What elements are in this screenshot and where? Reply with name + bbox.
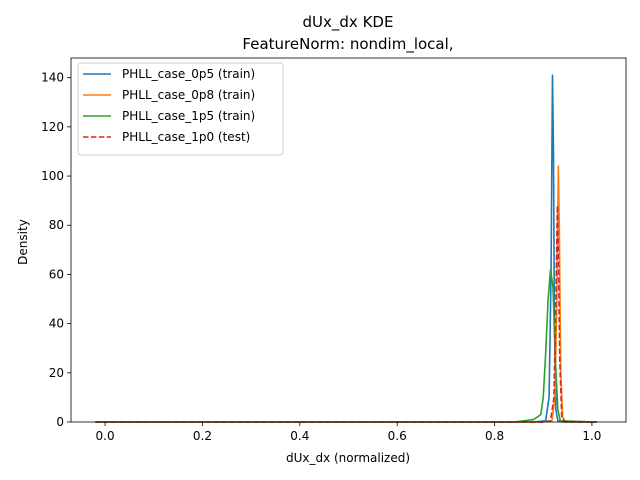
chart-subtitle: FeatureNorm: nondim_local, — [242, 35, 453, 54]
x-tick-label: 0.6 — [388, 429, 407, 443]
legend-box — [77, 62, 284, 156]
y-tick-label: 20 — [49, 366, 64, 380]
legend-label-3: PHLL_case_1p0 (test) — [122, 130, 250, 144]
x-tick-label: 0.0 — [96, 429, 115, 443]
x-axis-label: dUx_dx (normalized) — [286, 451, 410, 465]
y-tick-label: 100 — [41, 169, 64, 183]
y-axis-label: Density — [16, 219, 30, 265]
x-tick-label: 0.8 — [485, 429, 504, 443]
x-tick-label: 1.0 — [582, 429, 601, 443]
x-tick-label: 0.4 — [290, 429, 309, 443]
y-tick-label: 80 — [49, 218, 64, 232]
legend-label-2: PHLL_case_1p5 (train) — [122, 109, 255, 123]
y-tick-label: 40 — [49, 317, 64, 331]
y-tick-label: 120 — [41, 120, 64, 134]
x-tick-label: 0.2 — [193, 429, 212, 443]
axes-frame — [70, 57, 627, 423]
y-tick-label: 0 — [56, 415, 64, 429]
legend-label-1: PHLL_case_0p8 (train) — [122, 88, 255, 102]
y-tick-label: 60 — [49, 267, 64, 281]
y-tick-label: 140 — [41, 71, 64, 85]
plot-area: 0.0 0.2 0.4 0.6 0.8 1.0 0 20 40 60 80 100 120 140 PHLL… — [41, 57, 627, 443]
legend-label-0: PHLL_case_0p5 (train) — [122, 67, 255, 81]
chart-title: dUx_dx KDE — [303, 13, 394, 32]
